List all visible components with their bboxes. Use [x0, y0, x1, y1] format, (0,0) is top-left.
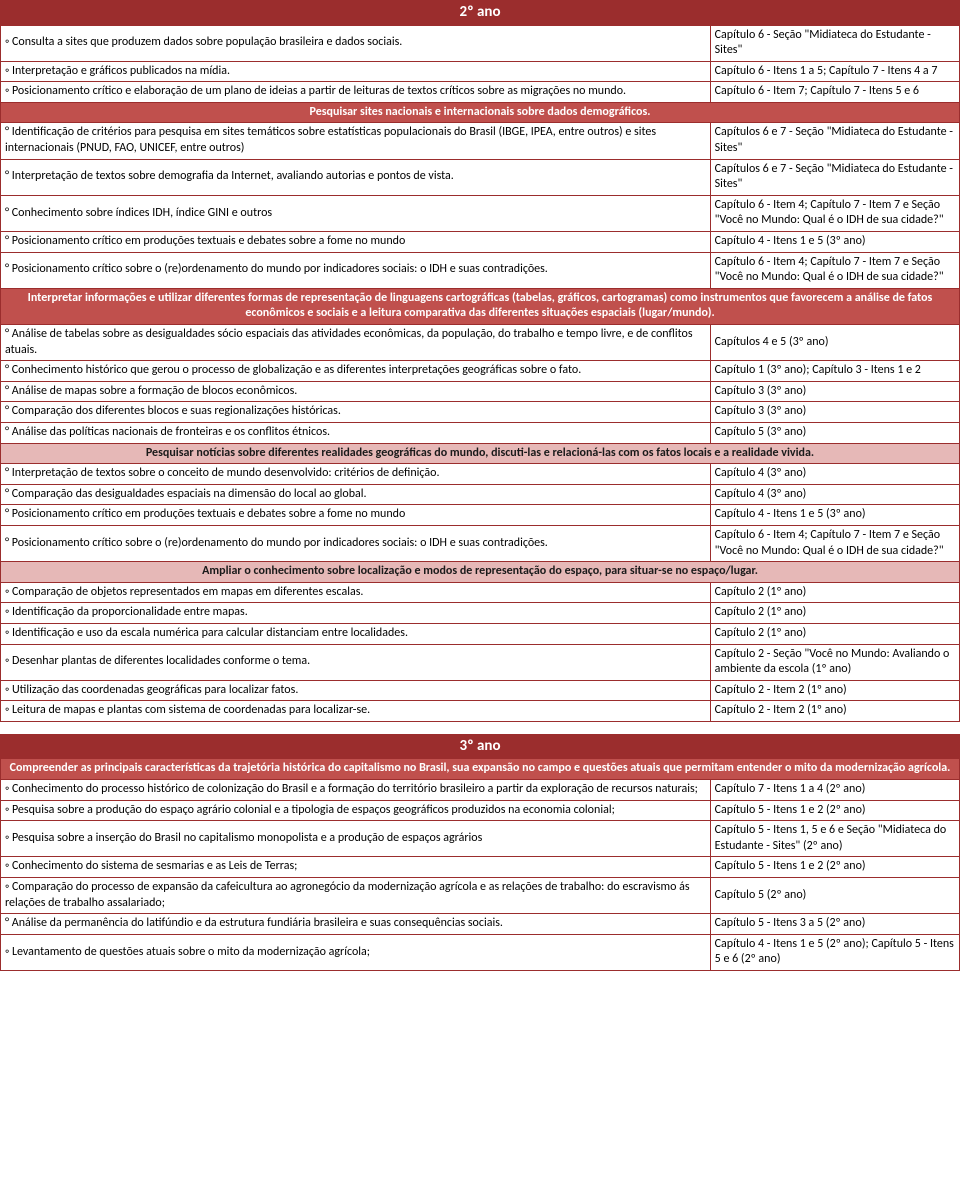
table-row: ° Comparação das desigualdades espaciais… [1, 484, 960, 505]
content-cell: ◦ Comparação do processo de expansão da … [1, 877, 711, 913]
reference-cell: Capítulos 6 e 7 - Seção "Midiateca do Es… [710, 159, 959, 195]
reference-cell: Capítulo 6 - Item 4; Capítulo 7 - Item 7… [710, 525, 959, 561]
header-3ano: 3º ano [1, 734, 960, 759]
reference-cell: Capítulo 7 - Itens 1 a 4 (2º ano) [710, 779, 959, 800]
content-cell: ° Análise de mapas sobre a formação de b… [1, 381, 711, 402]
content-cell: ° Posicionamento crítico em produções te… [1, 232, 711, 253]
reference-cell: Capítulo 5 - Itens 1 e 2 (2º ano) [710, 857, 959, 878]
reference-cell: Capítulo 4 (3º ano) [710, 484, 959, 505]
content-cell: ◦ Pesquisa sobre a produção do espaço ag… [1, 800, 711, 821]
reference-cell: Capítulo 2 - Item 2 (1º ano) [710, 680, 959, 701]
content-cell: ◦ Posicionamento crítico e elaboração de… [1, 82, 711, 103]
table-row: ◦ Conhecimento do processo histórico de … [1, 779, 960, 800]
content-cell: ° Posicionamento crítico em produções te… [1, 505, 711, 526]
reference-cell: Capítulo 5 - Itens 3 a 5 (2º ano) [710, 914, 959, 935]
content-cell: ° Conhecimento sobre índices IDH, índice… [1, 195, 711, 231]
reference-cell: Capítulo 4 - Itens 1 e 5 (2º ano); Capít… [710, 934, 959, 970]
reference-cell: Capítulos 6 e 7 - Seção "Midiateca do Es… [710, 123, 959, 159]
content-cell: ° Análise das políticas nacionais de fro… [1, 422, 711, 443]
table-row: ° Conhecimento sobre índices IDH, índice… [1, 195, 960, 231]
content-cell: ° Análise de tabelas sobre as desigualda… [1, 325, 711, 361]
table-row: ° Posicionamento crítico sobre o (re)ord… [1, 525, 960, 561]
content-cell: ° Posicionamento crítico sobre o (re)ord… [1, 252, 711, 288]
table-row: ° Posicionamento crítico sobre o (re)ord… [1, 252, 960, 288]
table-row: ° Interpretação de textos sobre o concei… [1, 464, 960, 485]
reference-cell: Capítulo 3 (3º ano) [710, 402, 959, 423]
content-cell: ◦ Conhecimento do processo histórico de … [1, 779, 711, 800]
table-row: ◦ Posicionamento crítico e elaboração de… [1, 82, 960, 103]
subheader-pesquisar-noticias: Pesquisar notícias sobre diferentes real… [1, 443, 960, 464]
reference-cell: Capítulo 2 - Seção "Você no Mundo: Avali… [710, 644, 959, 680]
table-row: ◦ Identificação da proporcionalidade ent… [1, 603, 960, 624]
reference-cell: Capítulos 4 e 5 (3º ano) [710, 325, 959, 361]
content-cell: ° Interpretação de textos sobre o concei… [1, 464, 711, 485]
table-row: ◦ Conhecimento do sistema de sesmarias e… [1, 857, 960, 878]
table-row: ° Análise da permanência do latifúndio e… [1, 914, 960, 935]
table-row: ° Identificação de critérios para pesqui… [1, 123, 960, 159]
table-row: ◦ Pesquisa sobre a inserção do Brasil no… [1, 821, 960, 857]
content-cell: ◦ Utilização das coordenadas geográficas… [1, 680, 711, 701]
content-cell: ◦ Pesquisa sobre a inserção do Brasil no… [1, 821, 711, 857]
table-2ano: 2º ano ◦ Consulta a sites que produzem d… [0, 0, 960, 722]
subheader-ampliar: Ampliar o conhecimento sobre localização… [1, 562, 960, 583]
reference-cell: Capítulo 2 (1º ano) [710, 623, 959, 644]
reference-cell: Capítulo 5 - Itens 1 e 2 (2º ano) [710, 800, 959, 821]
content-cell: ◦ Identificação da proporcionalidade ent… [1, 603, 711, 624]
content-cell: ° Comparação das desigualdades espaciais… [1, 484, 711, 505]
reference-cell: Capítulo 6 - Itens 1 a 5; Capítulo 7 - I… [710, 61, 959, 82]
table-row: ◦ Comparação do processo de expansão da … [1, 877, 960, 913]
table-row: ◦ Identificação e uso da escala numérica… [1, 623, 960, 644]
reference-cell: Capítulo 4 (3º ano) [710, 464, 959, 485]
table-row: ◦ Comparação de objetos representados em… [1, 582, 960, 603]
reference-cell: Capítulo 4 - Itens 1 e 5 (3º ano) [710, 232, 959, 253]
subheader-interpretar: Interpretar informações e utilizar difer… [1, 288, 960, 324]
table-row: ◦ Interpretação e gráficos publicados na… [1, 61, 960, 82]
content-cell: ◦ Comparação de objetos representados em… [1, 582, 711, 603]
reference-cell: Capítulo 5 (2º ano) [710, 877, 959, 913]
table-row: ° Interpretação de textos sobre demograf… [1, 159, 960, 195]
content-cell: ° Conhecimento histórico que gerou o pro… [1, 361, 711, 382]
table-row: ° Posicionamento crítico em produções te… [1, 232, 960, 253]
reference-cell: Capítulo 5 - Itens 1, 5 e 6 e Seção "Mid… [710, 821, 959, 857]
table-row: ° Análise de mapas sobre a formação de b… [1, 381, 960, 402]
content-cell: ° Comparação dos diferentes blocos e sua… [1, 402, 711, 423]
content-cell: ° Posicionamento crítico sobre o (re)ord… [1, 525, 711, 561]
reference-cell: Capítulo 6 - Item 7; Capítulo 7 - Itens … [710, 82, 959, 103]
table-row: ◦ Levantamento de questões atuais sobre … [1, 934, 960, 970]
table-row: ° Comparação dos diferentes blocos e sua… [1, 402, 960, 423]
reference-cell: Capítulo 2 (1º ano) [710, 582, 959, 603]
content-cell: ◦ Consulta a sites que produzem dados so… [1, 25, 711, 61]
reference-cell: Capítulo 5 (3º ano) [710, 422, 959, 443]
table-row: ° Análise das políticas nacionais de fro… [1, 422, 960, 443]
reference-cell: Capítulo 6 - Item 4; Capítulo 7 - Item 7… [710, 252, 959, 288]
table-row: ◦ Desenhar plantas de diferentes localid… [1, 644, 960, 680]
content-cell: ◦ Levantamento de questões atuais sobre … [1, 934, 711, 970]
content-cell: ◦ Desenhar plantas de diferentes localid… [1, 644, 711, 680]
content-cell: ◦ Identificação e uso da escala numérica… [1, 623, 711, 644]
reference-cell: Capítulo 3 (3º ano) [710, 381, 959, 402]
table-row: ◦ Utilização das coordenadas geográficas… [1, 680, 960, 701]
table-3ano: 3º ano Compreender as principais caracte… [0, 734, 960, 971]
content-cell: ° Identificação de critérios para pesqui… [1, 123, 711, 159]
content-cell: ° Análise da permanência do latifúndio e… [1, 914, 711, 935]
content-cell: ◦ Interpretação e gráficos publicados na… [1, 61, 711, 82]
content-cell: ° Interpretação de textos sobre demograf… [1, 159, 711, 195]
reference-cell: Capítulo 1 (3º ano); Capítulo 3 - Itens … [710, 361, 959, 382]
table-row: ° Análise de tabelas sobre as desigualda… [1, 325, 960, 361]
header-2ano: 2º ano [1, 1, 960, 26]
table-row: ◦ Leitura de mapas e plantas com sistema… [1, 701, 960, 722]
table-row: ◦ Consulta a sites que produzem dados so… [1, 25, 960, 61]
table-row: ° Posicionamento crítico em produções te… [1, 505, 960, 526]
reference-cell: Capítulo 2 (1º ano) [710, 603, 959, 624]
reference-cell: Capítulo 4 - Itens 1 e 5 (3º ano) [710, 505, 959, 526]
subheader-compreender: Compreender as principais característica… [1, 759, 960, 780]
reference-cell: Capítulo 6 - Seção "Midiateca do Estudan… [710, 25, 959, 61]
reference-cell: Capítulo 2 - Item 2 (1º ano) [710, 701, 959, 722]
reference-cell: Capítulo 6 - Item 4; Capítulo 7 - Item 7… [710, 195, 959, 231]
content-cell: ◦ Leitura de mapas e plantas com sistema… [1, 701, 711, 722]
table-row: ◦ Pesquisa sobre a produção do espaço ag… [1, 800, 960, 821]
table-row: ° Conhecimento histórico que gerou o pro… [1, 361, 960, 382]
content-cell: ◦ Conhecimento do sistema de sesmarias e… [1, 857, 711, 878]
subheader-pesquisar-sites: Pesquisar sites nacionais e internaciona… [1, 102, 960, 123]
